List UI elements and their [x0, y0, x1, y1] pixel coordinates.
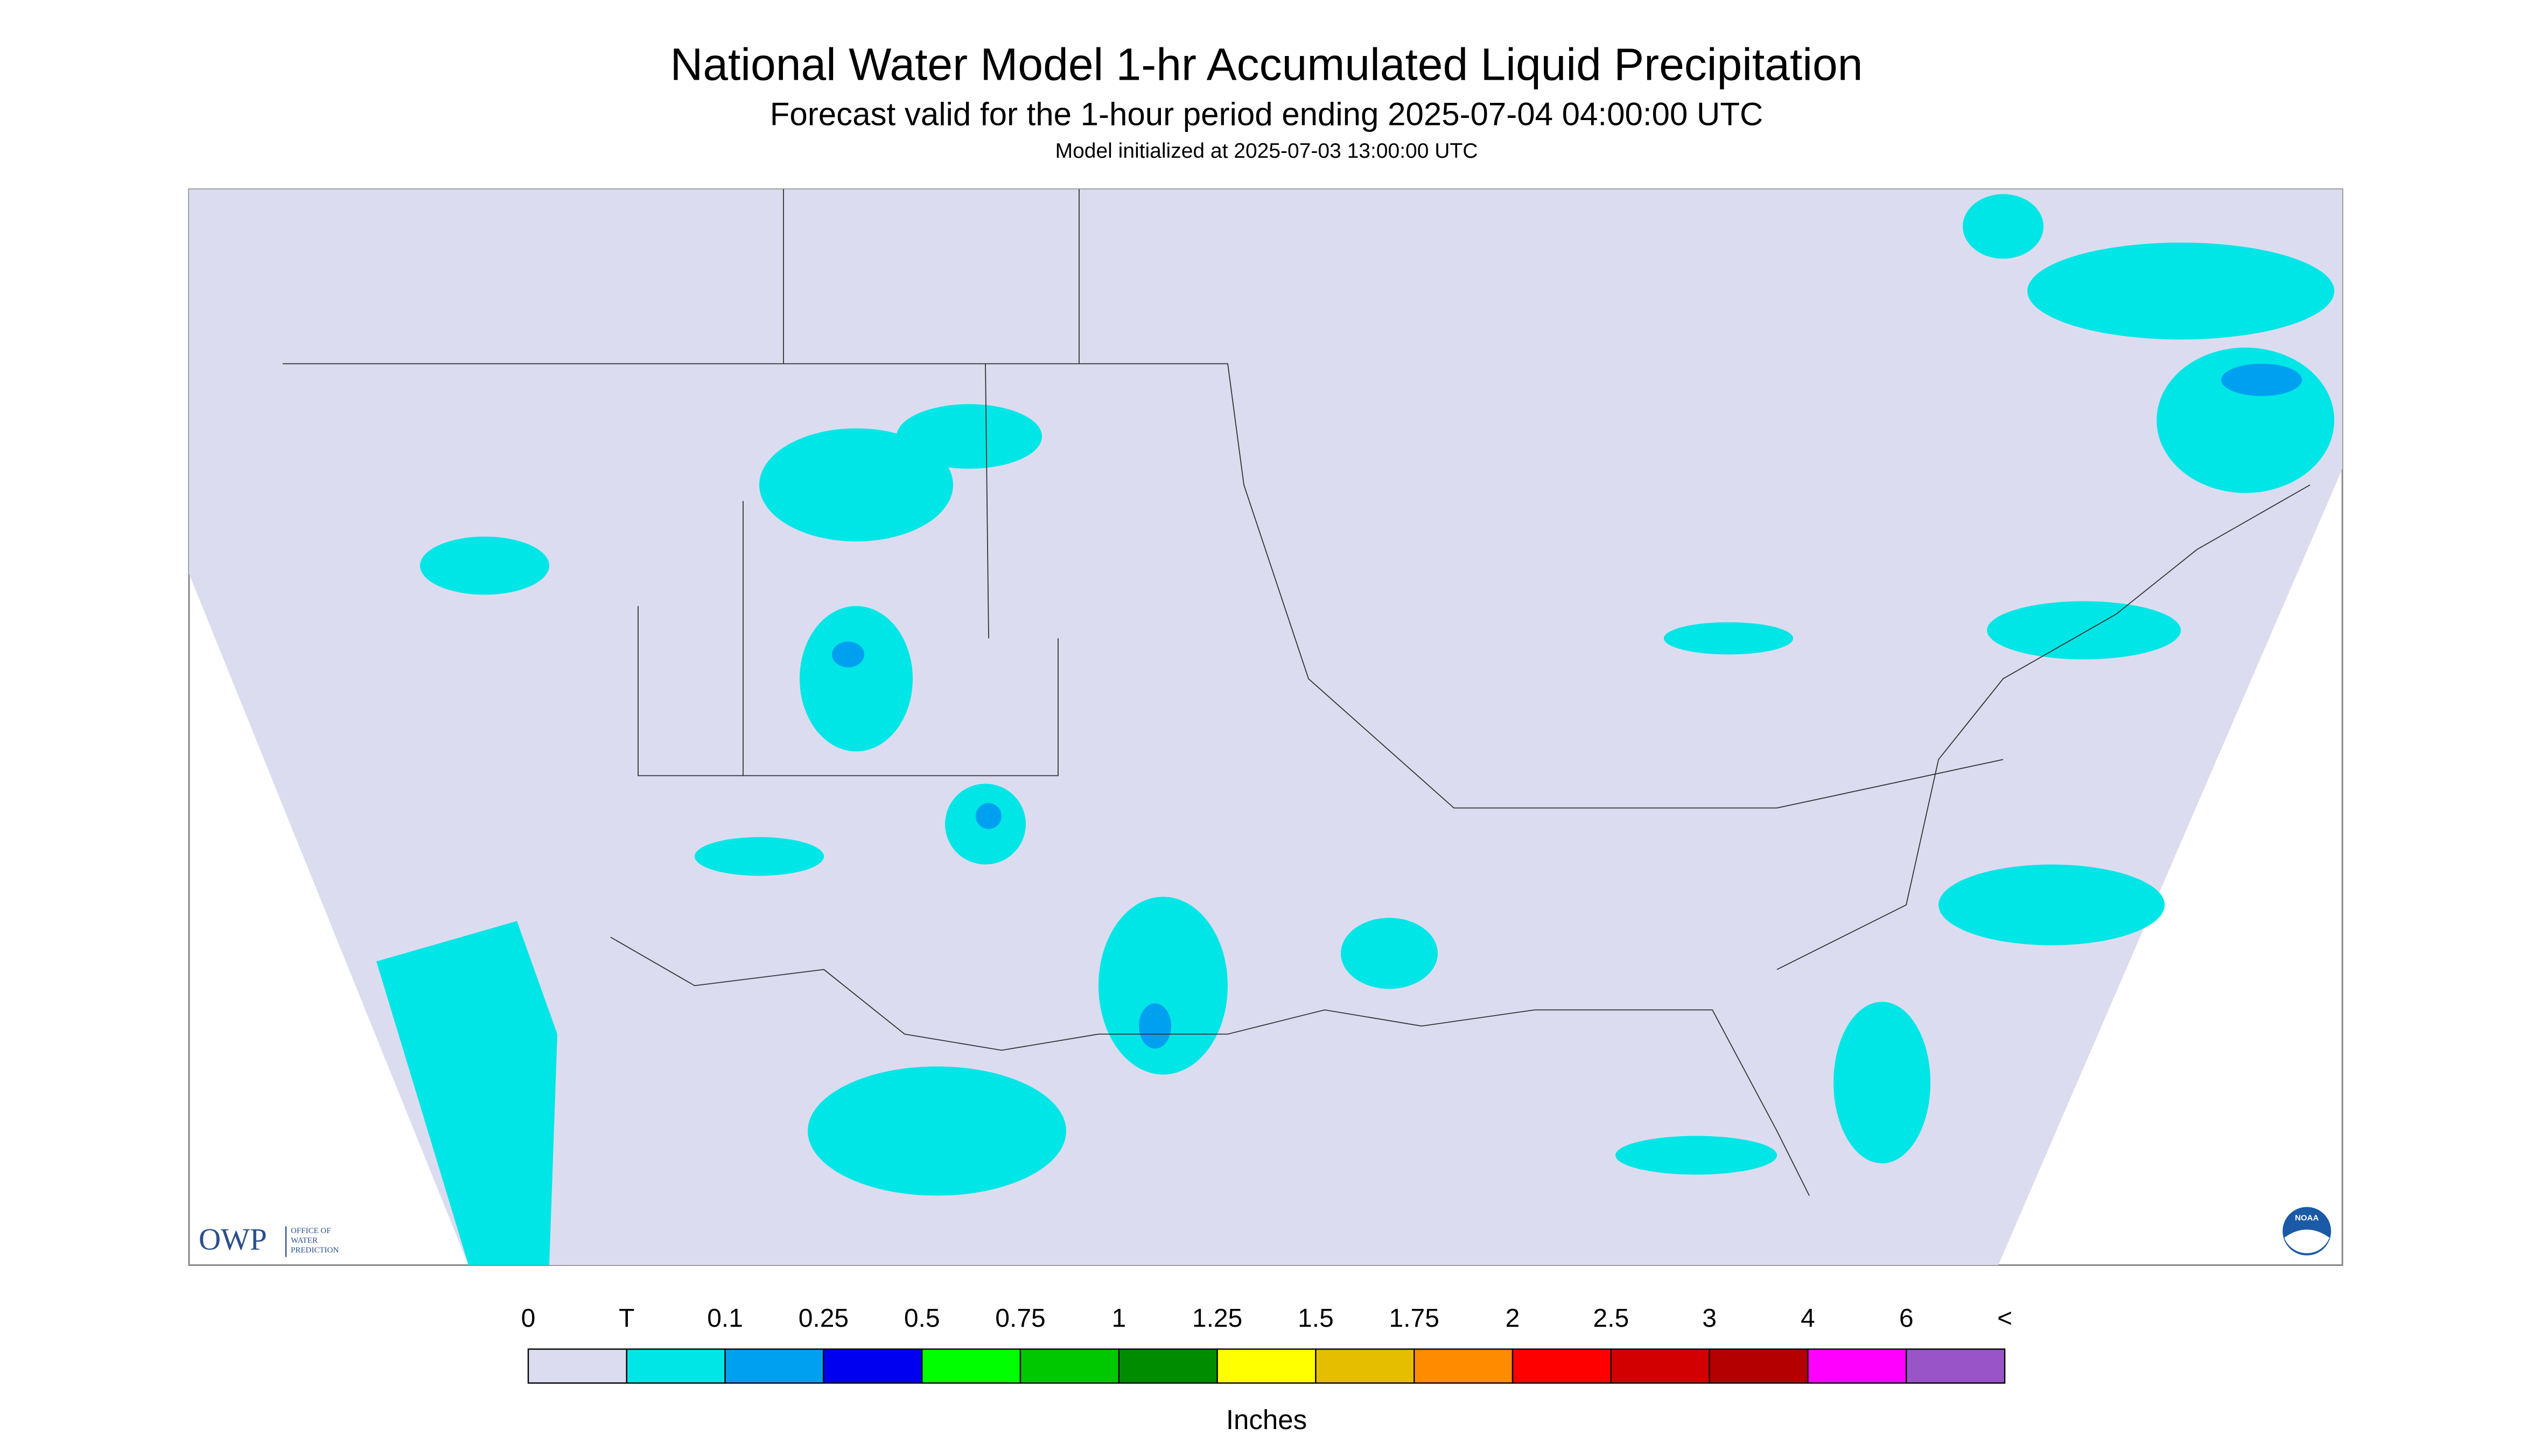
precip-area: [1098, 897, 1228, 1075]
precip-area: [1987, 601, 2181, 660]
legend-swatch: [1610, 1348, 1710, 1384]
precip-area: [1939, 864, 2165, 946]
legend-swatch: [921, 1348, 1021, 1384]
legend-unit: Inches: [1226, 1404, 1307, 1435]
precip-area: [1139, 1003, 1171, 1049]
legend-label: 0.25: [799, 1304, 849, 1333]
legend-swatch: [724, 1348, 824, 1384]
precip-area: [1664, 622, 1793, 655]
borders: [283, 189, 2311, 1196]
legend-label: 1.75: [1389, 1304, 1439, 1333]
precip-area: [897, 404, 1042, 469]
legend-swatch: [1118, 1348, 1218, 1384]
owp-sub: OFFICE OF: [291, 1227, 331, 1235]
legend-swatch: [823, 1348, 923, 1384]
precip-area: [2027, 242, 2334, 340]
precip-area: [808, 1066, 1066, 1196]
precip-area: [800, 606, 913, 752]
precip-area: [832, 641, 864, 668]
legend-label: 1: [1111, 1304, 1126, 1333]
legend-swatch: [1315, 1348, 1415, 1384]
legend-label: 2: [1506, 1304, 1520, 1333]
legend-swatch: [1414, 1348, 1514, 1384]
init-time: Model initialized at 2025-07-03 13:00:00…: [1055, 139, 1478, 163]
legend: 0 T 0.1 0.25 0.5 0.75 1 1.25 1.5 1.75 2 2.5 3 4 6 <: [521, 1304, 2012, 1384]
map: OWP OFFICE OF WATER PREDICTION NOAA: [188, 188, 2343, 1266]
legend-swatch: [626, 1348, 726, 1384]
legend-label: 1.5: [1298, 1304, 1334, 1333]
legend-swatch: [1709, 1348, 1809, 1384]
subtitle: Forecast valid for the 1-hour period end…: [770, 96, 1763, 132]
legend-swatch: [527, 1348, 628, 1384]
owp-sub: PREDICTION: [291, 1246, 339, 1255]
precip-area: [1834, 1002, 1930, 1164]
precip-area: [376, 921, 557, 1265]
precip-area: [1615, 1136, 1777, 1175]
legend-label: 0: [521, 1304, 536, 1333]
precip-area: [1963, 194, 2044, 259]
legend-label: 0.1: [707, 1304, 743, 1333]
noaa-wave: [2284, 1229, 2329, 1254]
coastline: [610, 936, 1810, 1196]
border-line: [638, 189, 1080, 776]
legend-swatch: [1807, 1348, 1907, 1384]
owp-logo: OWP: [199, 1223, 267, 1257]
legend-label: 2.5: [1593, 1304, 1629, 1333]
domain: [189, 189, 2342, 1265]
legend-label: 3: [1702, 1304, 1717, 1333]
owp-sub: WATER: [291, 1236, 318, 1245]
precip-area: [420, 536, 549, 595]
legend-swatch: [1905, 1348, 2006, 1384]
precip-areas: [376, 194, 2334, 1265]
legend-label: <: [1997, 1304, 2012, 1333]
legend-label: 0.75: [995, 1304, 1045, 1333]
noaa-text: NOAA: [2295, 1213, 2319, 1222]
legend-label: 6: [1899, 1304, 1914, 1333]
legend-swatch: [1512, 1348, 1612, 1384]
legend-label: 0.5: [904, 1304, 940, 1333]
precip-area: [759, 428, 953, 542]
legend-swatch: [1019, 1348, 1120, 1384]
legend-label: 4: [1801, 1304, 1815, 1333]
precip-area: [1341, 918, 1438, 989]
title: National Water Model 1-hr Accumulated Li…: [670, 39, 1863, 90]
border-line: [283, 363, 2004, 809]
legend-label: 1.25: [1192, 1304, 1242, 1333]
legend-swatch: [1216, 1348, 1317, 1384]
coastline: [1776, 484, 2311, 970]
legend-label: T: [619, 1304, 634, 1333]
precip-area: [976, 803, 1002, 829]
precip-area: [2221, 363, 2302, 396]
precip-area: [695, 837, 824, 876]
